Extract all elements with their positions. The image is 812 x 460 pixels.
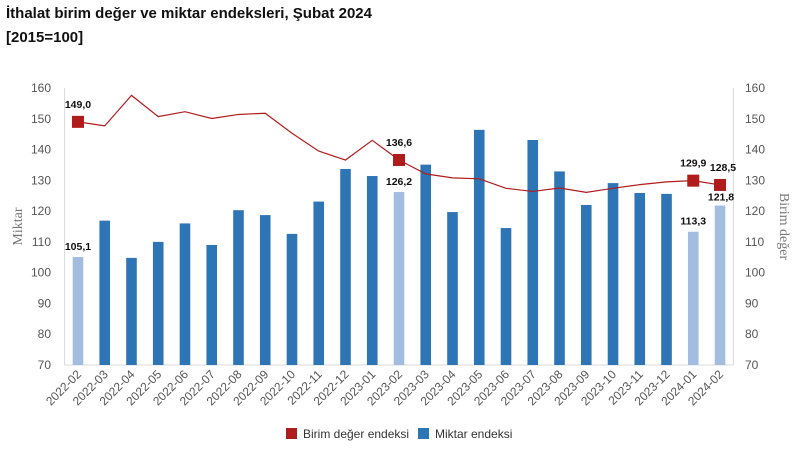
bar-2022-03 [99,220,111,365]
line-data-label: 128,5 [710,162,736,174]
line-marker-2023-02 [393,154,405,167]
bar-2022-12 [340,168,351,365]
y-tick-label: 110 [32,235,51,249]
y-tick-label: 130 [31,173,51,187]
y2-tick-label: 160 [745,81,765,95]
legend-label-birim-deger: Birim değer endeksi [303,427,409,441]
y-tick-label: 80 [38,327,52,341]
bar-2022-05 [152,241,164,365]
y2-tick-label: 90 [745,296,759,310]
line-marker-2024-01 [687,174,700,187]
bar-2022-02 [72,256,84,365]
y2-tick-label: 130 [745,173,765,187]
line-marker-2024-02 [714,178,727,191]
chart-subtitle: [2015=100] [6,29,84,46]
line-data-label: 149,0 [65,99,91,111]
bar-2023-06 [500,228,512,365]
legend-swatch-miktar [418,428,429,439]
bar-2023-03 [420,164,432,365]
y2-tick-label: 140 [745,143,765,157]
bar-2022-06 [179,223,191,365]
bar-2023-10 [607,183,619,365]
bar-2022-07 [206,244,218,365]
bar-2022-08 [233,210,244,365]
bar-2022-11 [313,201,325,365]
bar-2022-04 [126,257,137,365]
bar-data-label: 126,2 [386,176,412,188]
bar-2023-08 [554,171,565,365]
bar-data-label: 105,1 [65,241,91,253]
y-tick-label: 120 [31,204,51,218]
legend-label-miktar: Miktar endeksi [435,427,512,441]
bar-2024-01 [687,231,699,365]
y-tick-label: 160 [31,81,51,95]
y2-tick-label: 120 [745,204,765,218]
y2-tick-label: 70 [745,358,759,372]
chart-title: İthalat birim değer ve miktar endeksleri… [6,5,372,22]
line-data-label: 129,9 [680,158,706,170]
line-data-label: 136,6 [386,137,412,149]
y2-axis-label: Birim değer [776,193,791,261]
bar-data-label: 121,8 [708,192,734,204]
bar-2023-01 [366,176,378,365]
bar-data-label: 113,3 [680,216,706,228]
legend-swatch-birim-deger [286,428,297,439]
y-tick-label: 100 [31,266,51,280]
line-marker-2022-02 [71,115,84,128]
bar-2023-11 [634,192,646,365]
bar-2023-09 [580,204,592,365]
bar-2023-07 [527,140,539,365]
y2-tick-label: 80 [745,327,759,341]
bar-2023-04 [447,212,458,365]
bar-2024-02 [714,205,726,365]
y-tick-label: 70 [38,358,52,372]
bar-2023-02 [393,192,405,365]
bar-2023-12 [661,193,672,365]
y-tick-label: 140 [31,143,51,157]
y2-tick-label: 100 [745,266,765,280]
bar-2023-05 [473,129,485,365]
y2-tick-label: 110 [745,235,764,249]
y-axis-label: Miktar [11,207,26,245]
y-tick-label: 90 [38,296,52,310]
y2-tick-label: 150 [745,112,765,126]
bar-2022-10 [286,233,298,365]
bar-2022-09 [259,215,271,365]
y-tick-label: 150 [31,112,51,126]
